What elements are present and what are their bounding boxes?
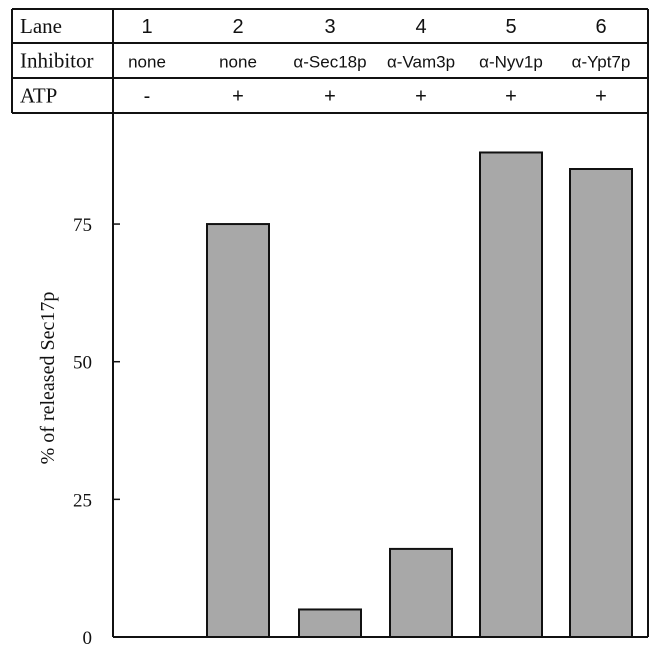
bar-lane-2 [206, 223, 270, 638]
inhibitor-row-cell: α-Nyv1p [479, 53, 543, 72]
y-tick-label: 25 [73, 490, 92, 511]
inhibitor-row-cell: α-Sec18p [293, 53, 366, 72]
atp-row-cell: + [324, 86, 336, 108]
y-tick-label: 75 [73, 215, 92, 236]
lane-row-cell: 4 [415, 16, 426, 38]
lane-table: Lane 1 2 3 4 5 6 Inhibitor none none α-Sec18p α-Vam… [11, 8, 649, 637]
lane-row-label: Lane [20, 14, 62, 38]
atp-row-cell: - [144, 86, 151, 108]
inhibitor-row-cell: α-Ypt7p [572, 53, 631, 72]
inhibitor-row-cell: none [219, 53, 257, 72]
inhibitor-row-cell: α-Vam3p [387, 53, 455, 72]
lane-row-cell: 6 [595, 16, 606, 38]
lane-row-cell: 5 [505, 16, 516, 38]
atp-row-cell: + [232, 86, 244, 108]
inhibitor-row-label: Inhibitor [20, 49, 94, 73]
inhibitor-row-cell: none [128, 53, 166, 72]
y-tick-label: 50 [73, 353, 92, 374]
bar-lane-5 [479, 151, 543, 638]
bar-lane-3 [298, 608, 362, 638]
atp-row-cell: + [595, 86, 607, 108]
atp-row-cell: + [505, 86, 517, 108]
lane-row-cell: 1 [141, 16, 152, 38]
bar-chart: 0 25 50 75 % of released Sec17p [37, 113, 648, 648]
y-axis-label: % of released Sec17p [37, 292, 59, 465]
y-tick-label: 0 [83, 628, 93, 648]
bar-lane-4 [389, 547, 453, 638]
lane-row-cell: 3 [324, 16, 335, 38]
atp-row-cell: + [415, 86, 427, 108]
bar-lane-6 [569, 168, 633, 638]
lane-row-cell: 2 [232, 16, 243, 38]
atp-row-label: ATP [20, 84, 57, 108]
